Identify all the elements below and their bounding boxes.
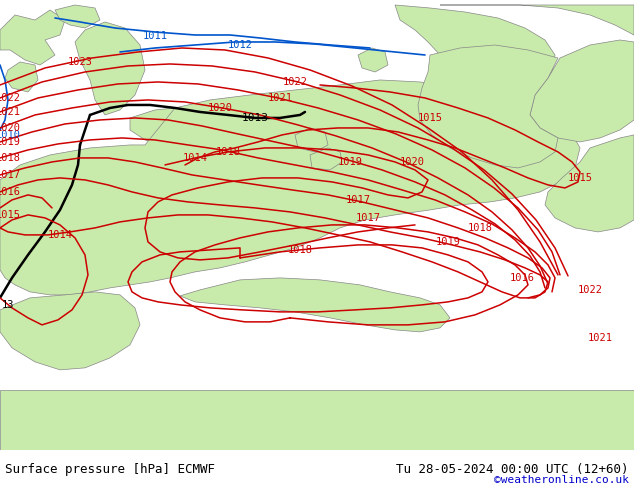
Polygon shape [310, 148, 342, 170]
Text: 1022: 1022 [283, 77, 307, 87]
Text: 1012: 1012 [228, 40, 252, 50]
Polygon shape [295, 128, 328, 152]
Text: 1020: 1020 [207, 103, 233, 113]
Text: 1023: 1023 [67, 57, 93, 67]
Text: Surface pressure [hPa] ECMWF: Surface pressure [hPa] ECMWF [5, 464, 215, 476]
Text: 1010: 1010 [0, 130, 20, 140]
Text: 1011: 1011 [143, 31, 167, 41]
Text: ©weatheronline.co.uk: ©weatheronline.co.uk [494, 475, 629, 485]
Text: 1020: 1020 [399, 157, 425, 167]
Text: 1022: 1022 [578, 285, 602, 295]
Text: 1021: 1021 [268, 93, 292, 103]
Text: 1021: 1021 [0, 107, 20, 117]
Text: 13: 13 [2, 300, 14, 310]
Polygon shape [0, 292, 140, 370]
Text: 1018: 1018 [287, 245, 313, 255]
Text: 1022: 1022 [0, 93, 20, 103]
Polygon shape [55, 5, 100, 28]
Polygon shape [358, 48, 388, 72]
Text: 1019: 1019 [436, 237, 460, 247]
Polygon shape [0, 80, 580, 295]
Text: 1014: 1014 [48, 230, 72, 240]
Text: 1015: 1015 [567, 173, 593, 183]
Text: 1015: 1015 [0, 210, 20, 220]
Text: 1017: 1017 [346, 195, 370, 205]
Text: 1019: 1019 [0, 137, 20, 147]
Polygon shape [5, 62, 38, 92]
Text: 1019: 1019 [337, 157, 363, 167]
Text: 1015: 1015 [418, 113, 443, 123]
Text: 1020: 1020 [0, 123, 20, 133]
Text: 1017: 1017 [0, 170, 20, 180]
Polygon shape [0, 10, 65, 65]
Polygon shape [440, 5, 634, 35]
Text: 1018: 1018 [0, 153, 20, 163]
Polygon shape [530, 40, 634, 142]
Polygon shape [418, 45, 558, 168]
Polygon shape [395, 5, 555, 92]
Text: Tu 28-05-2024 00:00 UTC (12+60): Tu 28-05-2024 00:00 UTC (12+60) [396, 464, 629, 476]
Polygon shape [545, 135, 634, 232]
Text: 1014: 1014 [183, 153, 207, 163]
Text: 1016: 1016 [0, 187, 20, 197]
Polygon shape [75, 22, 145, 115]
Polygon shape [0, 390, 634, 450]
Text: 1013: 1013 [242, 113, 269, 123]
Text: 1021: 1021 [588, 333, 612, 343]
Text: 1018: 1018 [216, 147, 240, 157]
Text: 1018: 1018 [467, 223, 493, 233]
Polygon shape [180, 278, 450, 332]
Text: 1016: 1016 [510, 273, 534, 283]
Text: 1017: 1017 [356, 213, 380, 223]
Polygon shape [130, 108, 190, 145]
